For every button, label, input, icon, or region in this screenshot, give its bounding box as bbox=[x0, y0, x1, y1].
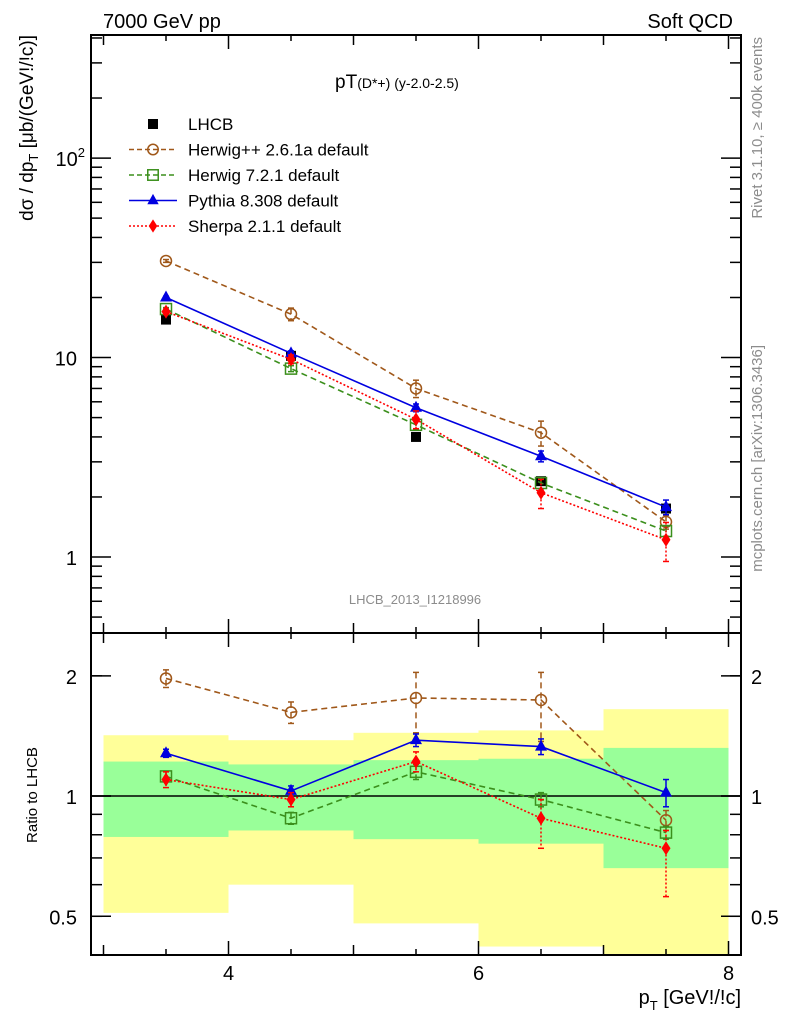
legend-label: LHCB bbox=[188, 115, 233, 134]
x-tick-label: 8 bbox=[723, 963, 734, 985]
data-marker-open-square bbox=[284, 811, 298, 825]
header-right: Soft QCD bbox=[647, 11, 733, 33]
legend-item: Pythia 8.308 default bbox=[129, 192, 339, 211]
legend-label: Pythia 8.308 default bbox=[188, 192, 339, 211]
legend-label: Sherpa 2.1.1 default bbox=[188, 217, 341, 236]
series-pythia-8-308-default bbox=[160, 290, 672, 516]
data-marker-diamond bbox=[536, 485, 546, 500]
green-band-bin bbox=[353, 760, 479, 840]
y-tick-label: 102 bbox=[56, 145, 85, 171]
ylabel-part1: dσ / dp bbox=[17, 162, 38, 221]
y-tick-label: 1 bbox=[66, 787, 77, 809]
data-marker-triangle bbox=[535, 449, 547, 461]
legend-label: Herwig 7.2.1 default bbox=[188, 166, 339, 185]
title-main: pT bbox=[335, 72, 358, 93]
mcplots-label: mcplots.cern.ch [arXiv:1306.3436] bbox=[749, 345, 766, 572]
data-marker-triangle bbox=[660, 500, 672, 512]
data-marker-triangle bbox=[410, 400, 422, 412]
ratio-y-axis-label: Ratio to LHCB bbox=[24, 747, 41, 843]
series-herwig-2-6-1a-default bbox=[159, 254, 673, 530]
x-tick-label: 6 bbox=[473, 963, 484, 985]
data-marker-open-circle bbox=[409, 691, 423, 705]
y-tick-label-right: 2 bbox=[751, 667, 762, 689]
data-marker-square bbox=[148, 119, 158, 129]
y-tick-label-exponent: 2 bbox=[78, 145, 85, 160]
data-marker-triangle bbox=[660, 785, 672, 797]
legend-label: Herwig++ 2.6.1a default bbox=[188, 141, 369, 160]
data-marker-open-circle bbox=[409, 382, 423, 395]
x-tick-label: 4 bbox=[223, 963, 234, 985]
data-marker-diamond bbox=[661, 532, 671, 547]
data-marker-open-circle bbox=[534, 426, 548, 439]
series-sherpa-2-1-1-default bbox=[161, 751, 671, 898]
data-marker-diamond bbox=[661, 841, 671, 856]
main-series bbox=[159, 254, 673, 563]
series-line bbox=[165, 260, 667, 523]
header-left: 7000 GeV pp bbox=[103, 11, 221, 33]
data-marker-triangle bbox=[147, 193, 159, 205]
data-marker-diamond bbox=[286, 792, 296, 807]
data-marker-diamond bbox=[536, 811, 546, 826]
x-axis-label: pT [GeV!/!c] bbox=[639, 987, 741, 1013]
ratio-axes: 0.5 0.5 1 1 2 2 4 6 8 bbox=[49, 632, 779, 985]
y-tick-label-base: 10 bbox=[56, 149, 78, 171]
rivet-label: Rivet 3.1.10, ≥ 400k events bbox=[749, 37, 766, 219]
analysis-id: LHCB_2013_I1218996 bbox=[349, 592, 481, 607]
data-marker-triangle bbox=[535, 739, 547, 751]
legend: LHCB Herwig++ 2.6.1a default Herwig 7.2.1 … bbox=[129, 115, 369, 236]
y-tick-label-right: 0.5 bbox=[751, 907, 779, 929]
ratio-series bbox=[159, 669, 673, 898]
legend-item: LHCB bbox=[148, 115, 233, 134]
title-sub: (D*+) bbox=[357, 75, 390, 91]
y-tick-label: 10 bbox=[55, 349, 77, 371]
legend-item: Herwig 7.2.1 default bbox=[129, 166, 339, 185]
y-tick-label: 1 bbox=[66, 548, 77, 570]
main-title: pT(D*+) (y-2.0-2.5) bbox=[335, 72, 459, 93]
data-marker-open-square bbox=[147, 169, 159, 181]
legend-item: Herwig++ 2.6.1a default bbox=[129, 141, 369, 160]
data-marker-square bbox=[161, 314, 171, 325]
data-marker-diamond bbox=[411, 412, 421, 427]
data-marker-triangle bbox=[410, 733, 422, 745]
xlabel-unit: [GeV!/!c] bbox=[658, 987, 741, 1009]
data-marker-open-circle bbox=[147, 143, 159, 156]
data-marker-diamond bbox=[148, 219, 158, 233]
xlabel-sub: T bbox=[650, 998, 658, 1013]
data-marker-open-circle bbox=[284, 706, 298, 719]
main-y-axis-label: dσ / dpT [μb/(GeV!/!c)] bbox=[17, 35, 41, 221]
data-marker-triangle bbox=[160, 290, 172, 302]
data-marker-diamond bbox=[411, 754, 421, 769]
ylabel-sub: T bbox=[26, 154, 41, 162]
y-tick-label: 2 bbox=[66, 667, 77, 689]
title-tail: (y-2.0-2.5) bbox=[394, 75, 459, 91]
data-marker-diamond bbox=[286, 352, 296, 367]
data-marker-open-circle bbox=[159, 672, 173, 685]
data-marker-diamond bbox=[161, 772, 171, 787]
y-tick-label: 0.5 bbox=[49, 907, 77, 929]
data-marker-open-circle bbox=[534, 693, 548, 707]
data-marker-open-circle bbox=[159, 254, 173, 268]
ylabel-part2: [μb/(GeV!/!c)] bbox=[17, 35, 38, 154]
series-sherpa-2-1-1-default bbox=[161, 304, 671, 563]
legend-item: Sherpa 2.1.1 default bbox=[129, 217, 341, 236]
series-herwig-2-6-1a-default bbox=[159, 669, 673, 832]
data-marker-square bbox=[411, 431, 421, 442]
data-marker-diamond bbox=[161, 304, 171, 319]
data-marker-open-circle bbox=[284, 307, 298, 321]
data-marker-triangle bbox=[160, 746, 172, 758]
y-tick-label-right: 1 bbox=[751, 787, 762, 809]
data-marker-open-square bbox=[659, 826, 673, 839]
xlabel-p: p bbox=[639, 987, 650, 1009]
